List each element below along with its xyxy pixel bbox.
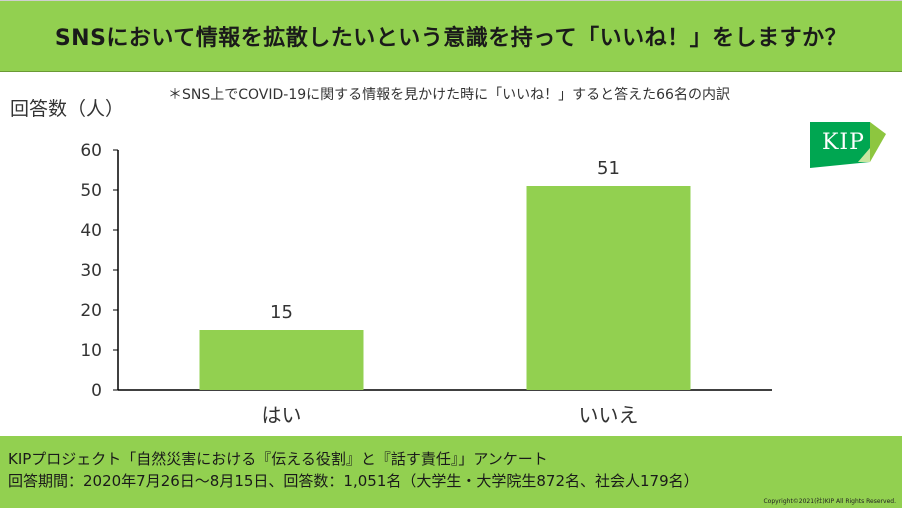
- kip-logo: KIP: [810, 122, 886, 168]
- data-label: 15: [270, 302, 293, 323]
- y-tick-label: 60: [80, 141, 102, 161]
- data-label: 51: [597, 158, 620, 179]
- bar: [526, 186, 691, 390]
- bar-chart: 0 10 20 30 40 50 60 15 はい 51 いいえ: [80, 141, 772, 427]
- title-banner: SNSにおいて情報を拡散したいという意識を持って「いいね！」をしますか？: [0, 0, 902, 72]
- survey-period: 回答期間：2020年7月26日〜8月15日、回答数：1,051名（大学生・大学院…: [8, 472, 699, 490]
- y-tick-label: 0: [91, 381, 102, 401]
- chart-note: ＊SNS上でCOVID-19に関する情報を見かけた時に「いいね！」すると答えた6…: [168, 87, 730, 103]
- page-title: SNSにおいて情報を拡散したいという意識を持って「いいね！」をしますか？: [54, 26, 848, 51]
- y-tick-label: 10: [80, 341, 102, 361]
- kip-logo-icon: [810, 122, 886, 168]
- y-tick-label: 30: [80, 261, 102, 281]
- y-tick-label: 40: [80, 221, 102, 241]
- footer-banner: KIPプロジェクト「自然災害における『伝える役割』と『話す責任』」アンケート 回…: [0, 436, 902, 508]
- bar: [199, 330, 364, 390]
- y-axis-label: 回答数（人）: [10, 98, 125, 120]
- x-tick-label: はい: [262, 403, 302, 427]
- logo-text: KIP: [822, 130, 865, 155]
- y-tick-label: 50: [80, 181, 102, 201]
- y-tick-label: 20: [80, 301, 102, 321]
- x-tick-label: いいえ: [579, 403, 639, 427]
- copyright: Copyright©2021(社)KIP All Rights Reserved…: [763, 498, 896, 505]
- survey-title: KIPプロジェクト「自然災害における『伝える役割』と『話す責任』」アンケート: [8, 450, 548, 468]
